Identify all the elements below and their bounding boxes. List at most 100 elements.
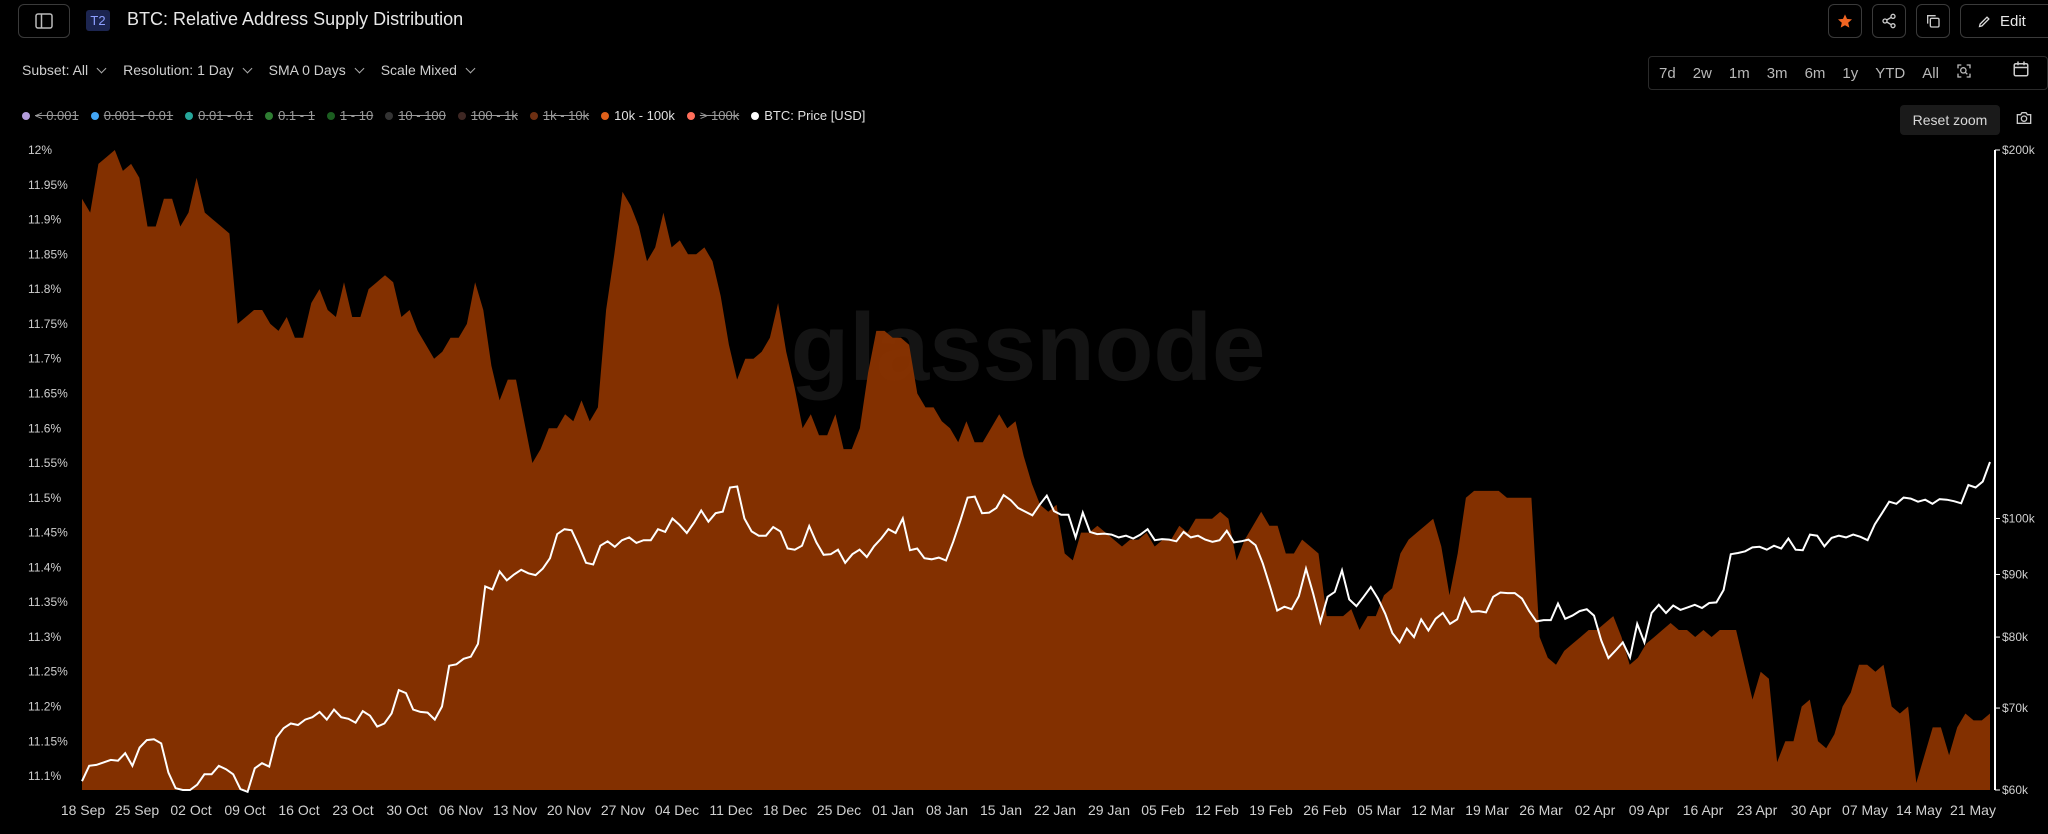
zoom-search-icon (1957, 64, 1971, 78)
legend-item[interactable]: > 100k (686, 108, 739, 123)
duplicate-button[interactable] (1916, 4, 1950, 38)
sma-dropdown[interactable]: SMA 0 Days (268, 62, 365, 78)
zoom-select-button[interactable] (1956, 63, 1972, 83)
range-7d[interactable]: 7d (1659, 64, 1676, 82)
reset-zoom-button[interactable]: Reset zoom (1900, 105, 2000, 135)
scale-label: Scale Mixed (380, 62, 457, 78)
x-axis-tick-label: 06 Nov (439, 802, 483, 818)
x-axis-tick-label: 22 Jan (1034, 802, 1076, 818)
x-axis-tick-label: 07 May (1842, 802, 1888, 818)
legend-item[interactable]: 0.001 - 0.01 (90, 108, 173, 123)
y-axis-tick-label: 11.6% (28, 421, 61, 435)
y-axis-tick-label: 11.35% (28, 595, 68, 609)
y-axis-tick-label: 11.15% (28, 734, 68, 748)
x-axis-tick-label: 04 Dec (655, 802, 699, 818)
legend-swatch (265, 111, 274, 120)
date-range-button[interactable] (2012, 60, 2030, 83)
range-3m[interactable]: 3m (1766, 64, 1788, 82)
x-axis-tick-label: 09 Apr (1629, 802, 1670, 818)
legend-label: 10k - 100k (614, 108, 675, 123)
x-axis-tick-label: 30 Oct (386, 802, 427, 818)
edit-label: Edit (2000, 12, 2026, 30)
page-title: BTC: Relative Address Supply Distributio… (127, 9, 464, 29)
series-area-10k-100k (82, 150, 1990, 790)
legend-item[interactable]: BTC: Price [USD] (751, 108, 865, 123)
time-range-selector: 7d 2w 1m 3m 6m 1y YTD All (1648, 56, 2048, 90)
pencil-icon (1978, 15, 1990, 27)
y-axis-tick-label: 11.85% (28, 247, 68, 261)
x-axis-tick-label: 29 Jan (1088, 802, 1130, 818)
subset-dropdown[interactable]: Subset: All (22, 62, 107, 78)
range-ytd[interactable]: YTD (1875, 64, 1906, 82)
calendar-icon (2013, 61, 2029, 77)
y-axis-tick-label: 11.5% (28, 491, 61, 505)
legend-item[interactable]: 100 - 1k (457, 108, 518, 123)
legend-swatch (385, 111, 394, 120)
share-button[interactable] (1872, 4, 1906, 38)
top-bar: T2 BTC: Relative Address Supply Distribu… (0, 0, 2048, 42)
screenshot-button[interactable] (2016, 111, 2032, 130)
x-axis-tick-label: 18 Sep (61, 802, 106, 818)
y-axis-tick-label: 11.8% (28, 282, 61, 296)
x-axis-tick-label: 14 May (1896, 802, 1942, 818)
y-axis-tick-label: 11.3% (28, 630, 61, 644)
copy-icon (1927, 15, 1940, 28)
legend-swatch (22, 111, 30, 120)
x-axis-tick-label: 26 Mar (1519, 802, 1563, 818)
chevron-down-icon (465, 63, 476, 73)
legend-label: 1k - 10k (542, 108, 590, 123)
chart-legend: < 0.001 0.001 - 0.01 0.01 - 0.1 0.1 - 1 1 - … (22, 108, 865, 123)
legend-item[interactable]: 10k - 100k (601, 108, 675, 123)
legend-label: BTC: Price [USD] (764, 108, 866, 123)
legend-item[interactable]: 0.1 - 1 (265, 108, 315, 123)
x-axis-tick-label: 02 Oct (170, 802, 211, 818)
x-axis-tick-label: 02 Apr (1575, 802, 1616, 818)
y-axis-tick-label: 11.75% (28, 317, 68, 331)
x-axis-tick-label: 23 Apr (1737, 802, 1778, 818)
right-axis-tick-label: $80k (2002, 630, 2029, 644)
x-axis-tick-label: 21 May (1950, 802, 1996, 818)
edit-button[interactable]: Edit (1960, 4, 2048, 38)
legend-label: < 0.001 (35, 108, 79, 123)
chevron-down-icon (354, 63, 365, 73)
scale-dropdown[interactable]: Scale Mixed (380, 62, 476, 78)
range-all[interactable]: All (1922, 64, 1939, 82)
resolution-dropdown[interactable]: Resolution: 1 Day (123, 62, 253, 78)
right-axis-tick-label: $200k (2002, 143, 2036, 157)
favorite-button[interactable] (1828, 4, 1862, 38)
y-axis-tick-label: 11.65% (28, 386, 68, 400)
range-1m[interactable]: 1m (1728, 64, 1750, 82)
y-axis-tick-label: 11.95% (28, 178, 68, 192)
subset-label: Subset: All (22, 62, 89, 78)
x-axis-tick-label: 01 Jan (872, 802, 914, 818)
share-icon (1882, 13, 1896, 29)
x-axis-tick-label: 05 Feb (1141, 802, 1185, 818)
chart-controls: Subset: All Resolution: 1 Day SMA 0 Days… (22, 62, 476, 78)
range-2w[interactable]: 2w (1692, 64, 1712, 82)
star-icon (1838, 14, 1852, 28)
tier-badge: T2 (86, 10, 110, 31)
legend-swatch (686, 111, 695, 120)
y-axis-tick-label: 11.7% (28, 352, 61, 366)
camera-icon (2016, 112, 2032, 124)
y-axis-tick-label: 11.2% (28, 700, 61, 714)
chevron-down-icon (242, 63, 253, 73)
y-axis-tick-label: 11.4% (28, 560, 61, 574)
legend-item[interactable]: < 0.001 (22, 108, 79, 123)
legend-item[interactable]: 1 - 10 (326, 108, 373, 123)
sma-label: SMA 0 Days (268, 62, 346, 78)
legend-item[interactable]: 0.01 - 0.1 (185, 108, 253, 123)
legend-swatch (326, 111, 335, 120)
resolution-label: Resolution: 1 Day (123, 62, 234, 78)
sidebar-toggle-button[interactable] (18, 4, 70, 38)
x-axis-tick-label: 30 Apr (1791, 802, 1832, 818)
range-1y[interactable]: 1y (1842, 64, 1859, 82)
legend-item[interactable]: 1k - 10k (529, 108, 590, 123)
x-axis-tick-label: 27 Nov (601, 802, 645, 818)
x-axis-tick-label: 15 Jan (980, 802, 1022, 818)
y-axis-tick-label: 11.55% (28, 456, 68, 470)
range-6m[interactable]: 6m (1804, 64, 1826, 82)
sidebar-panel-icon (35, 13, 53, 29)
legend-item[interactable]: 10 - 100 (385, 108, 446, 123)
legend-label: 0.01 - 0.1 (198, 108, 254, 123)
